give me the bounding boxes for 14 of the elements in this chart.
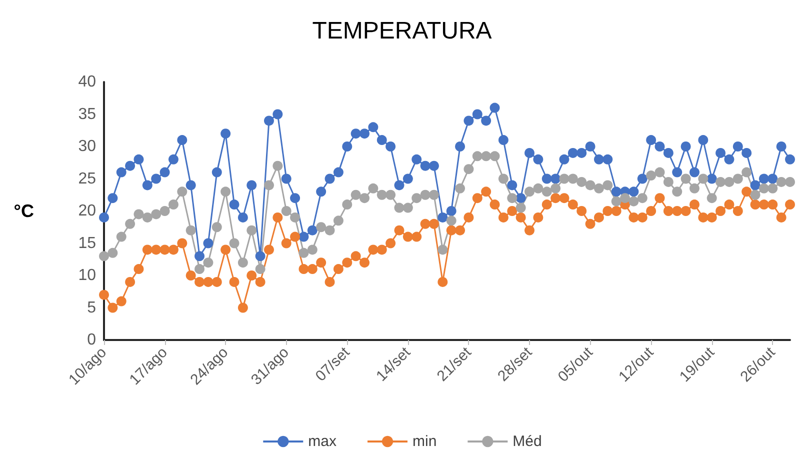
- chart-title: TEMPERATURA: [312, 18, 492, 44]
- y-tick-label: 0: [87, 332, 96, 348]
- y-tick-label: 15: [78, 234, 96, 252]
- y-tick-label: 35: [78, 106, 96, 123]
- y-tick-label: 40: [78, 74, 96, 90]
- y-tick-label: 30: [78, 138, 96, 155]
- y-tick-label: 20: [78, 202, 96, 220]
- y-axis-title: °C: [14, 201, 34, 221]
- y-tick-label: 10: [78, 267, 96, 284]
- legend-label: Méd: [512, 433, 542, 450]
- legend-label: min: [412, 433, 437, 450]
- y-tick-label: 5: [87, 299, 96, 316]
- legend-label: max: [308, 433, 337, 450]
- y-tick-label: 25: [78, 170, 96, 188]
